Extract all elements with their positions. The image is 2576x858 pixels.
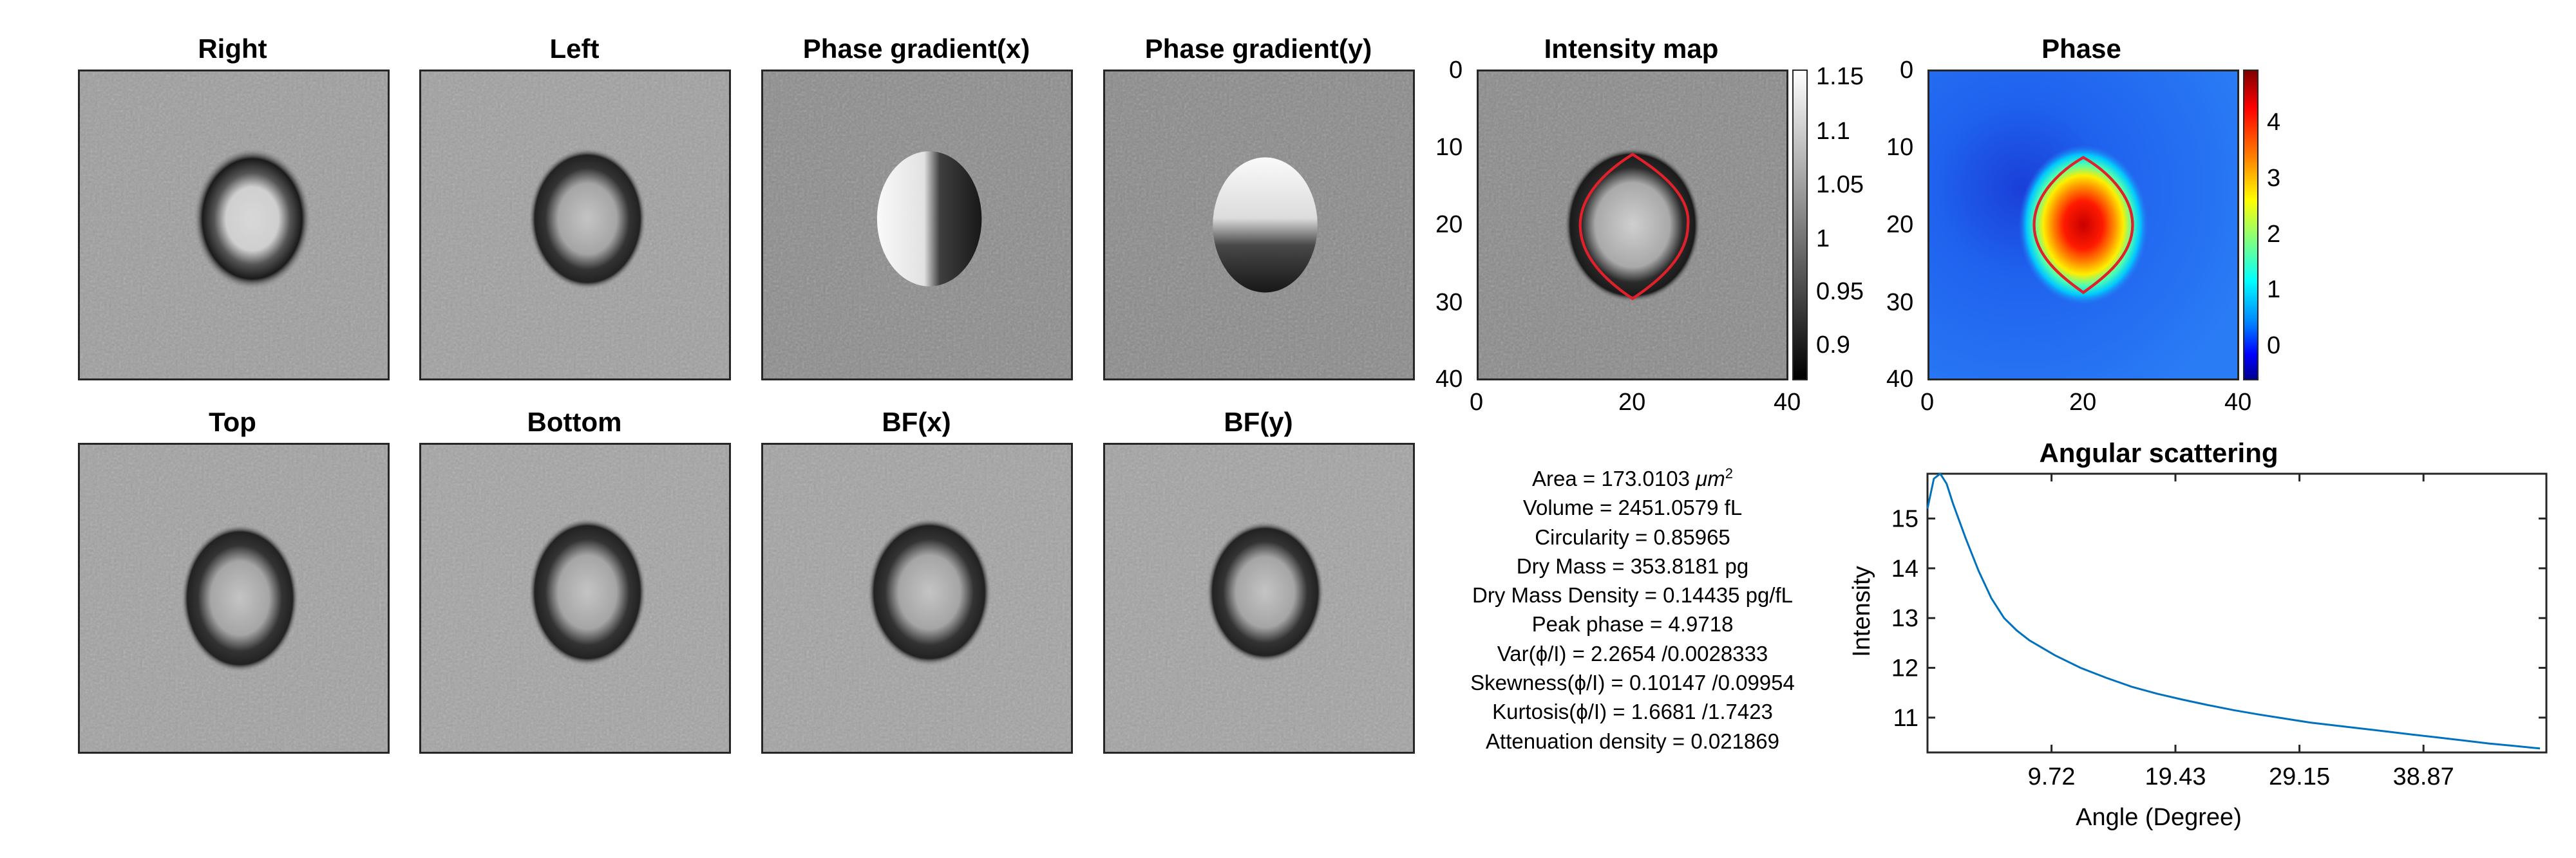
panel-title-left: Left	[550, 33, 600, 64]
intensity-y-tick: 30	[1435, 289, 1463, 317]
panel-title-intensity-map: Intensity map	[1544, 33, 1719, 64]
metric-volume: Volume = 2451.0579 fL	[1426, 493, 1839, 522]
intensity-cbar-tick: 1.1	[1816, 118, 1850, 145]
metric-circularity: Circularity = 0.85965	[1426, 523, 1839, 552]
series-line	[1927, 474, 2540, 749]
panel-title-bottom: Bottom	[527, 407, 622, 438]
metric-dry-mass: Dry Mass = 353.8181 pg	[1426, 552, 1839, 581]
phase-y-tick: 30	[1886, 289, 1913, 317]
intensity-colorbar	[1792, 70, 1808, 380]
phase-y-tick: 0	[1900, 57, 1913, 84]
panel-title-bf-y: BF(y)	[1224, 407, 1293, 438]
intensity-y-tick: 20	[1435, 211, 1463, 239]
chart-xlabel: Angle (Degree)	[2076, 804, 2242, 831]
phase-colorbar	[2243, 70, 2259, 380]
panel-title-phase-gradient-y: Phase gradient(y)	[1145, 33, 1372, 64]
panel-title-bf-x: BF(x)	[882, 407, 951, 438]
phase-x-tick: 20	[2069, 389, 2096, 416]
y-tick-label: 15	[1891, 506, 1918, 533]
image-panel-right	[78, 70, 390, 380]
intensity-x-tick: 40	[1774, 389, 1801, 416]
phase-x-tick: 0	[1920, 389, 1934, 416]
image-panel-bottom	[419, 443, 731, 754]
intensity-cbar-tick: 0.9	[1816, 331, 1850, 359]
phase-y-tick: 20	[1886, 211, 1913, 239]
y-tick-label: 14	[1891, 555, 1918, 583]
phase-cbar-tick: 3	[2267, 165, 2280, 192]
image-panel-left	[419, 70, 731, 380]
intensity-x-tick: 0	[1470, 389, 1483, 416]
metric-kurtosis: Kurtosis(ϕ/I) = 1.6681 /1.7423	[1426, 697, 1839, 726]
panel-title-phase-gradient-x: Phase gradient(x)	[803, 33, 1030, 64]
y-tick-label: 13	[1891, 605, 1918, 632]
phase-map-image	[1927, 70, 2239, 380]
chart-title: Angular scattering	[2039, 438, 2278, 468]
intensity-cbar-tick: 1	[1816, 225, 1830, 253]
image-panel-bf-y	[1103, 443, 1415, 754]
phase-cbar-tick: 1	[2267, 276, 2280, 304]
panel-title-phase: Phase	[2041, 33, 2121, 64]
intensity-map-image	[1477, 70, 1788, 380]
x-tick-label: 9.72	[2028, 763, 2076, 790]
metric-skewness: Skewness(ϕ/I) = 0.10147 /0.09954	[1426, 668, 1839, 697]
intensity-cbar-tick: 0.95	[1816, 278, 1864, 306]
chart-ylabel: Intensity	[1848, 566, 1875, 657]
intensity-y-tick: 40	[1435, 366, 1463, 393]
intensity-y-tick: 0	[1449, 57, 1463, 84]
intensity-cbar-tick: 1.15	[1816, 63, 1864, 91]
phase-y-tick: 10	[1886, 134, 1913, 162]
y-tick-label: 12	[1891, 655, 1918, 682]
phase-cbar-tick: 4	[2267, 109, 2280, 136]
image-panel-phase-gradient-y	[1103, 70, 1415, 380]
phase-cbar-tick: 0	[2267, 332, 2280, 360]
image-panel-bf-x	[761, 443, 1073, 754]
metric-attenuation: Attenuation density = 0.021869	[1426, 727, 1839, 756]
image-panel-phase-gradient-x	[761, 70, 1073, 380]
chart-plot-area	[1927, 474, 2546, 752]
intensity-cbar-tick: 1.05	[1816, 171, 1864, 199]
metric-area: Area = 173.0103 μm2	[1426, 459, 1839, 493]
x-tick-label: 38.87	[2393, 763, 2454, 790]
cell-metrics: Area = 173.0103 μm2 Volume = 2451.0579 f…	[1426, 459, 1839, 756]
phase-x-tick: 40	[2224, 389, 2251, 416]
phase-cbar-tick: 2	[2267, 221, 2280, 248]
image-panel-top	[78, 443, 390, 754]
metric-var: Var(ϕ/I) = 2.2654 /0.0028333	[1426, 639, 1839, 668]
panel-title-top: Top	[209, 407, 256, 438]
x-tick-label: 29.15	[2269, 763, 2330, 790]
metric-dry-mass-density: Dry Mass Density = 0.14435 pg/fL	[1426, 581, 1839, 610]
phase-y-tick: 40	[1886, 366, 1913, 393]
intensity-y-tick: 10	[1435, 134, 1463, 162]
metric-peak-phase: Peak phase = 4.9718	[1426, 610, 1839, 639]
panel-title-right: Right	[198, 33, 267, 64]
x-tick-label: 19.43	[2145, 763, 2206, 790]
intensity-x-tick: 20	[1618, 389, 1645, 416]
y-tick-label: 11	[1893, 705, 1918, 732]
